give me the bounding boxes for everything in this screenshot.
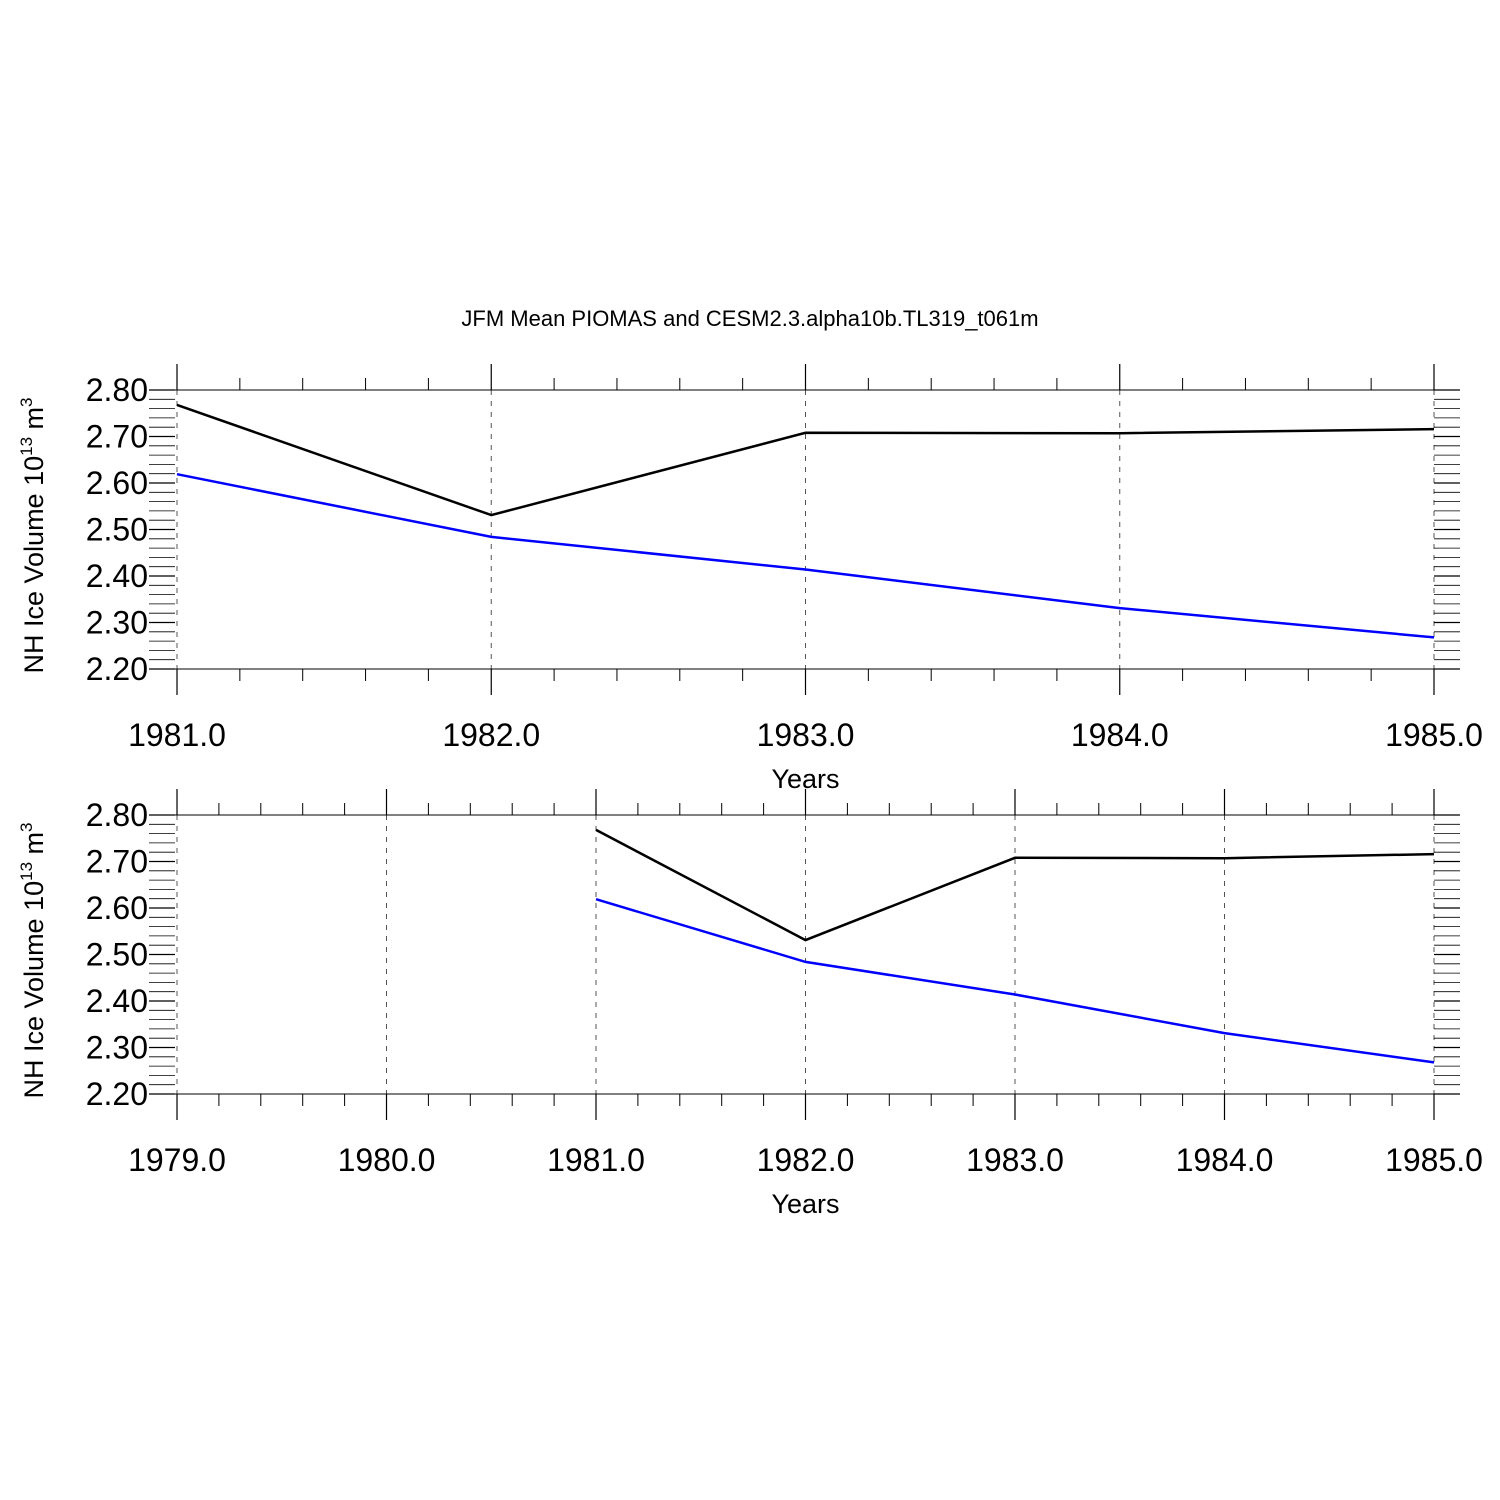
y-tick-label: 2.70 <box>86 844 148 880</box>
y-tick-label: 2.20 <box>86 651 148 687</box>
x-tick-label: 1984.0 <box>1071 717 1169 753</box>
series-line-0 <box>176 403 1435 517</box>
panel-top: 2.20 2.30 2.40 2.50 2.60 2.70 2.80 1981.0 1982.0… <box>17 364 1483 794</box>
x-tick-label: 1982.0 <box>442 717 540 753</box>
y-tick-label: 2.70 <box>86 419 148 455</box>
y-axis-title-base: NH Ice Volume 10 <box>19 881 49 1099</box>
y-tick-label: 2.60 <box>86 465 148 501</box>
x-tick-label: 1982.0 <box>757 1142 855 1178</box>
y-axis-title-exponent: 13 <box>17 862 36 881</box>
x-tick-label: 1983.0 <box>757 717 855 753</box>
y-axis-title-unit: m <box>19 407 49 437</box>
series-line-0 <box>595 828 1435 942</box>
y-tick-label: 2.80 <box>86 372 148 408</box>
chart-title: JFM Mean PIOMAS and CESM2.3.alpha10b.TL3… <box>461 306 1038 331</box>
y-axis-title-unit: m <box>19 832 49 862</box>
panel-bottom: 2.20 2.30 2.40 2.50 2.60 2.70 2.80 1979.0 1980.0… <box>17 789 1483 1219</box>
x-tick-label: 1981.0 <box>128 717 226 753</box>
y-axis-title-base: NH Ice Volume 10 <box>19 456 49 674</box>
y-tick-label: 2.80 <box>86 797 148 833</box>
y-axis-title-unit-exponent: 3 <box>17 823 36 832</box>
y-tick-label: 2.30 <box>86 1030 148 1066</box>
y-axis-title-exponent: 13 <box>17 437 36 456</box>
series-line-1 <box>176 472 1435 639</box>
y-tick-label: 2.40 <box>86 558 148 594</box>
y-tick-label: 2.20 <box>86 1076 148 1112</box>
x-tick-label: 1985.0 <box>1385 717 1483 753</box>
x-tick-label: 1979.0 <box>128 1142 226 1178</box>
x-axis-title: Years <box>771 1189 839 1219</box>
x-tick-label: 1984.0 <box>1176 1142 1274 1178</box>
y-axis-title: NH Ice Volume 1013 m3 <box>17 398 49 674</box>
series-line-1 <box>595 898 1435 1064</box>
y-tick-label: 2.40 <box>86 983 148 1019</box>
y-axis-title-unit-exponent: 3 <box>17 398 36 407</box>
x-tick-label: 1985.0 <box>1385 1142 1483 1178</box>
y-tick-label: 2.60 <box>86 890 148 926</box>
x-tick-label: 1983.0 <box>966 1142 1064 1178</box>
y-axis-title: NH Ice Volume 1013 m3 <box>17 823 49 1099</box>
y-tick-label: 2.50 <box>86 512 148 548</box>
y-tick-label: 2.50 <box>86 937 148 973</box>
y-tick-label: 2.30 <box>86 605 148 641</box>
x-tick-label: 1980.0 <box>338 1142 436 1178</box>
x-tick-label: 1981.0 <box>547 1142 645 1178</box>
